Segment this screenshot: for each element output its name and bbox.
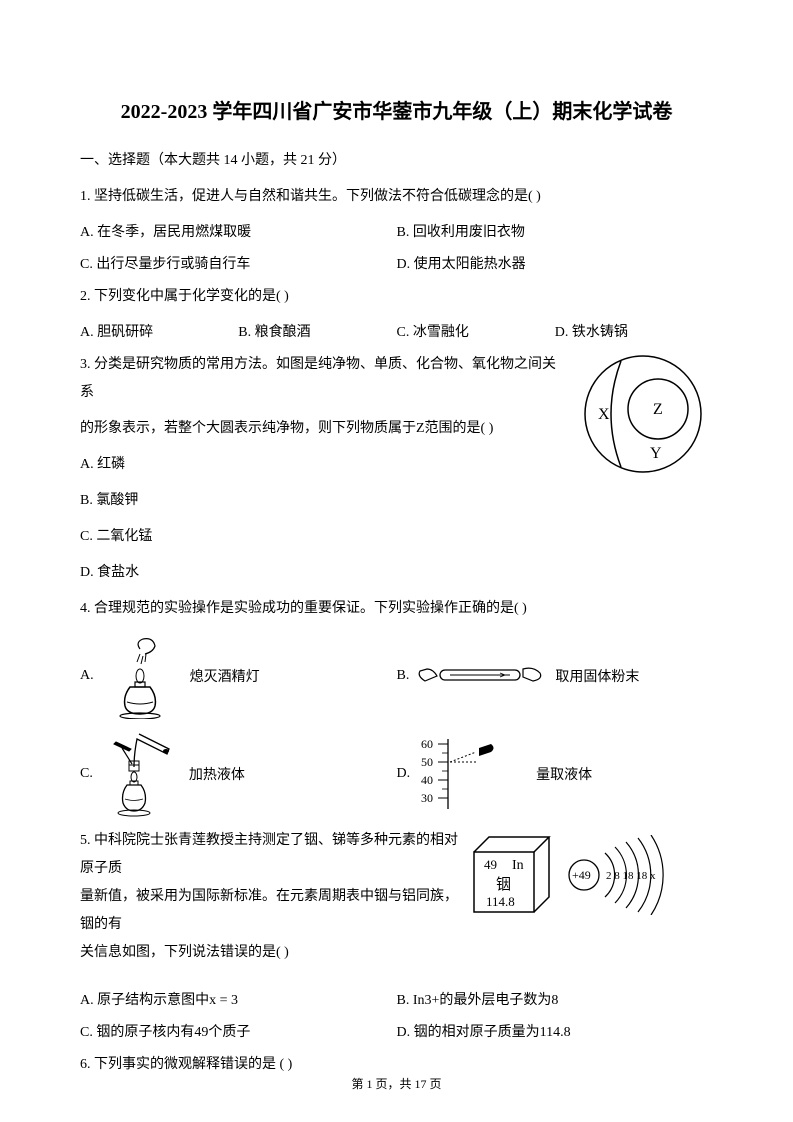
measure-liquid-icon: 60 50 40 30 [416,734,526,814]
q4-d-figure: 60 50 40 30 [416,734,526,814]
q3-opt-d: D. 食盐水 [80,559,563,587]
exam-title: 2022-2023 学年四川省广安市华蓥市九年级（上）期末化学试卷 [80,95,713,124]
test-tube-powder-icon [415,651,545,701]
q4-a-figure [100,634,180,719]
q1-options-row1: A. 在冬季，居民用燃煤取暖 B. 回收利用废旧衣物 [80,219,713,247]
q4-c-caption: 加热液体 [189,764,245,784]
element-mass: 114.8 [486,894,515,909]
q3-opt-b: B. 氯酸钾 [80,487,563,515]
element-name: 铟 [496,876,511,893]
q4-d-prefix: D. [397,766,411,782]
alcohol-lamp-icon [105,634,175,719]
q4-opt-c: C. 加热液体 [80,729,397,819]
page-footer: 第 1 页，共 17 页 [0,1075,793,1092]
venn-label-y: Y [650,445,662,462]
q2-options: A. 胆矾研碎 B. 粮食酿酒 C. 冰雪融化 D. 铁水铸锅 [80,319,713,347]
scale-50: 50 [421,755,433,769]
q2-stem: 2. 下列变化中属于化学变化的是( ) [80,283,713,311]
q5-line1: 5. 中科院院士张青莲教授主持测定了铟、锑等多种元素的相对原子质 [80,827,463,883]
q5-options-row2: C. 铟的原子核内有49个质子 D. 铟的相对原子质量为114.8 [80,1019,713,1047]
q4-c-prefix: C. [80,766,93,782]
q5-line3: 关信息如图，下列说法错误的是( ) [80,939,463,967]
q5-options-row1: A. 原子结构示意图中x = 3 B. In3+的最外层电子数为8 [80,987,713,1015]
q1-opt-b: B. 回收利用废旧衣物 [397,219,714,247]
q2-opt-c: C. 冰雪融化 [397,319,555,347]
scale-30: 30 [421,791,433,805]
q4-options: A. 熄灭酒精灯 B. 取用固体粉末 [80,631,713,827]
q4-b-prefix: B. [397,668,410,684]
element-num: 49 [484,857,497,872]
q4-stem: 4. 合理规范的实验操作是实验成功的重要保证。下列实验操作正确的是( ) [80,595,713,623]
atom-structure-icon: +49 2 8 18 18 x [562,835,712,915]
venn-label-z: Z [653,401,663,418]
venn-svg: X Z Y [573,351,713,481]
q5-diagram: 49 In 铟 114.8 +49 2 8 18 18 x [463,827,713,922]
q5-opt-d: D. 铟的相对原子质量为114.8 [397,1019,714,1047]
q4-a-caption: 熄灭酒精灯 [190,666,260,686]
q2-opt-d: D. 铁水铸锅 [555,319,713,347]
q3-venn-diagram: X Z Y [573,351,713,481]
nucleus-charge: +49 [572,868,591,882]
q5-opt-b: B. In3+的最外层电子数为8 [397,987,714,1015]
q1-opt-a: A. 在冬季，居民用燃煤取暖 [80,219,397,247]
q2-opt-b: B. 粮食酿酒 [238,319,396,347]
q2-opt-a: A. 胆矾研碎 [80,319,238,347]
venn-label-x: X [598,406,610,423]
spacer [80,967,713,987]
q3-line2: 的形象表示，若整个大圆表示纯净物，则下列物质属于Z范围的是( ) [80,415,563,443]
q5-text: 5. 中科院院士张青莲教授主持测定了铟、锑等多种元素的相对原子质 量新值，被采用… [80,827,463,967]
q3-container: 3. 分类是研究物质的常用方法。如图是纯净物、单质、化合物、氧化物之间关系 的形… [80,351,713,595]
q4-a-prefix: A. [80,668,94,684]
q1-stem: 1. 坚持低碳生活，促进人与自然和谐共生。下列做法不符合低碳理念的是( ) [80,183,713,211]
q4-b-caption: 取用固体粉末 [555,666,639,686]
q4-opt-a: A. 熄灭酒精灯 [80,631,397,721]
scale-40: 40 [421,773,433,787]
q5-opt-a: A. 原子结构示意图中x = 3 [80,987,397,1015]
scale-60: 60 [421,737,433,751]
q4-b-figure [415,651,545,701]
q4-opt-b: B. 取用固体粉末 [397,631,714,721]
element-box-icon: 49 In 铟 114.8 [464,827,559,922]
q5-line2: 量新值，被采用为国际新标准。在元素周期表中铟与铝同族，铟的有 [80,883,463,939]
q1-opt-d: D. 使用太阳能热水器 [397,251,714,279]
shell-labels: 2 8 18 18 x [606,870,656,882]
section-header: 一、选择题（本大题共 14 小题，共 21 分） [80,148,713,173]
element-sym: In [512,858,524,873]
q3-opt-a: A. 红磷 [80,451,563,479]
heating-liquid-icon [99,729,179,819]
q3-text: 3. 分类是研究物质的常用方法。如图是纯净物、单质、化合物、氧化物之间关系 的形… [80,351,563,595]
q4-d-caption: 量取液体 [536,764,592,784]
q4-opt-d: D. 60 50 40 30 量取液体 [397,729,714,819]
q5-container: 5. 中科院院士张青莲教授主持测定了铟、锑等多种元素的相对原子质 量新值，被采用… [80,827,713,967]
q3-opt-c: C. 二氧化锰 [80,523,563,551]
q3-line1: 3. 分类是研究物质的常用方法。如图是纯净物、单质、化合物、氧化物之间关系 [80,351,563,407]
q1-opt-c: C. 出行尽量步行或骑自行车 [80,251,397,279]
q5-opt-c: C. 铟的原子核内有49个质子 [80,1019,397,1047]
q1-options-row2: C. 出行尽量步行或骑自行车 D. 使用太阳能热水器 [80,251,713,279]
q4-c-figure [99,729,179,819]
